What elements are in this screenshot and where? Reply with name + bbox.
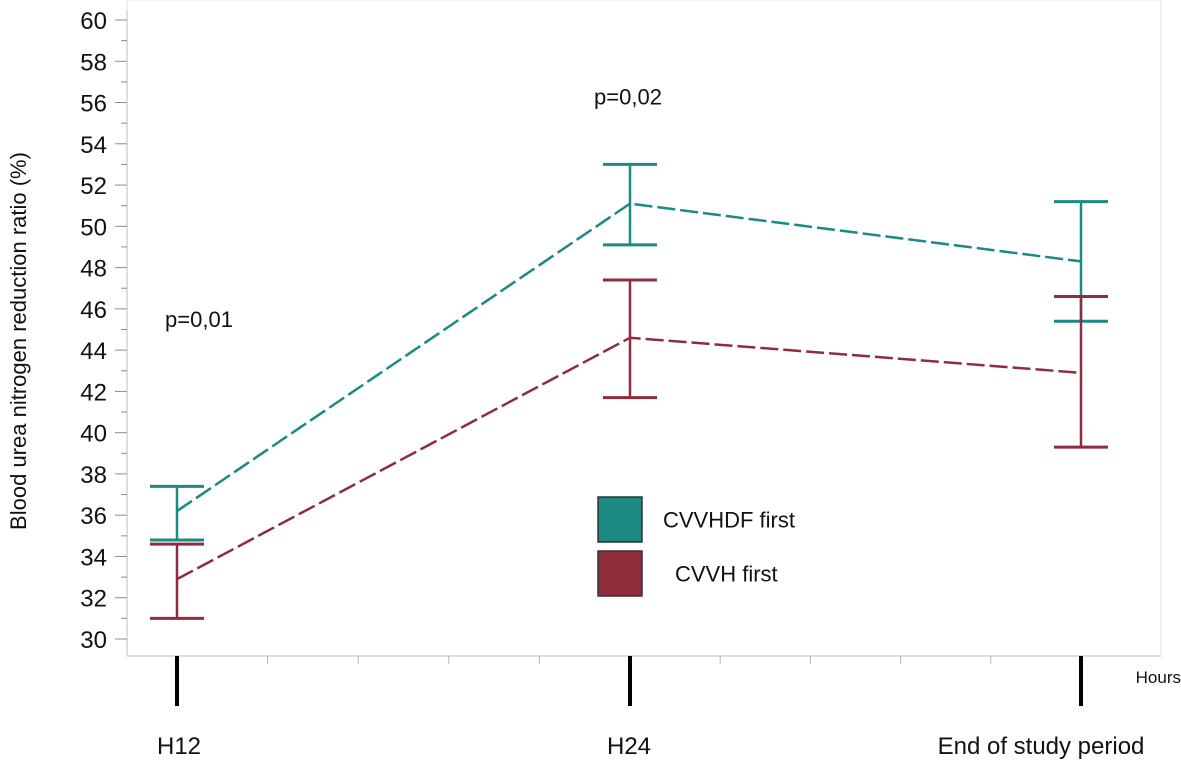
y-tick-label: 44	[80, 338, 107, 365]
y-tick-label: 38	[80, 462, 107, 489]
x-tick-label: H12	[157, 733, 201, 760]
y-tick-label: 54	[80, 132, 107, 159]
p-value-annotation: p=0,02	[594, 84, 662, 109]
legend-swatch	[597, 496, 643, 543]
legend-label: CVVHDF first	[663, 508, 795, 533]
y-tick-label: 50	[80, 214, 107, 241]
y-tick-label: 40	[80, 421, 107, 448]
y-tick-label: 32	[80, 586, 107, 613]
y-tick-label: 58	[80, 49, 107, 76]
legend-label: CVVH first	[675, 562, 778, 587]
x-axis-unit-label: Hours	[1136, 668, 1181, 687]
p-value-annotation: p=0,01	[165, 307, 233, 332]
y-tick-label: 30	[80, 627, 107, 654]
y-tick-label: 60	[80, 8, 107, 35]
y-axis-label: Blood urea nitrogen reduction ratio (%)	[6, 152, 31, 530]
y-tick-label: 48	[80, 256, 107, 283]
y-tick-label: 56	[80, 91, 107, 118]
y-tick-label: 34	[80, 544, 107, 571]
y-tick-label: 42	[80, 379, 107, 406]
y-tick-label: 52	[80, 173, 107, 200]
x-tick-label: H24	[607, 733, 651, 760]
x-tick-label: End of study period	[938, 733, 1145, 760]
y-tick-label: 36	[80, 503, 107, 530]
y-tick-label: 46	[80, 297, 107, 324]
legend-swatch	[597, 550, 643, 597]
